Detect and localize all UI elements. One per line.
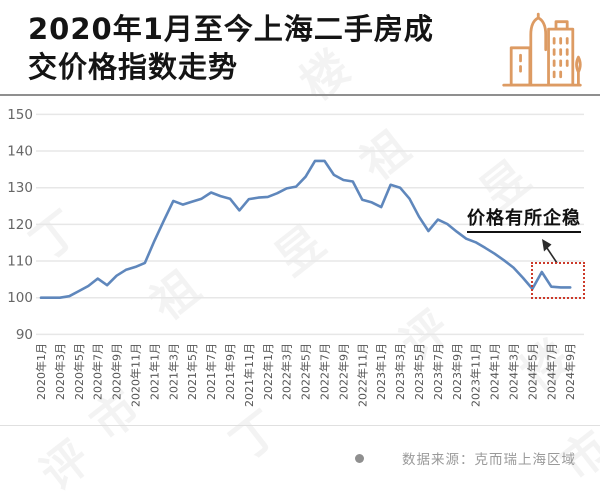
x-tick-label: 2022年3月 bbox=[280, 343, 294, 400]
x-tick-label: 2024年3月 bbox=[507, 343, 521, 400]
page-title-line1: 2020年1月至今上海二手房成 bbox=[28, 12, 434, 46]
x-tick-label: 2022年11月 bbox=[355, 343, 369, 407]
highlight-box bbox=[531, 262, 585, 299]
x-tick-label: 2020年1月 bbox=[34, 343, 48, 400]
x-tick-label: 2021年7月 bbox=[204, 343, 218, 400]
source-footer: 数据来源：克而瑞上海区域 bbox=[355, 448, 576, 468]
y-tick-label: 90 bbox=[16, 327, 33, 343]
y-tick-label: 150 bbox=[7, 107, 33, 123]
data-source-text: 数据来源：克而瑞上海区域 bbox=[402, 452, 576, 468]
price-index-chart: 90 100 110 120 130 140 150 2020年1月 2020年3月 2020年5… bbox=[7, 107, 584, 407]
x-tick-label: 2020年11月 bbox=[129, 343, 143, 407]
x-tick-label: 2024年9月 bbox=[563, 343, 577, 400]
x-tick-label: 2024年5月 bbox=[525, 343, 539, 400]
x-tick-label: 2021年3月 bbox=[166, 343, 180, 400]
x-tick-label: 2020年7月 bbox=[91, 343, 105, 400]
x-tick-label: 2020年3月 bbox=[53, 343, 67, 400]
x-tick-label: 2021年11月 bbox=[242, 343, 256, 407]
x-tick-label: 2021年9月 bbox=[223, 343, 237, 400]
y-tick-label: 120 bbox=[7, 217, 33, 233]
price-index-line bbox=[39, 159, 572, 299]
x-tick-label: 2021年5月 bbox=[185, 343, 199, 400]
buildings-icon bbox=[500, 12, 584, 92]
footer-divider bbox=[0, 425, 600, 426]
x-tick-label: 2023年5月 bbox=[412, 343, 426, 400]
y-tick-label: 110 bbox=[7, 254, 33, 270]
x-tick-label: 2023年11月 bbox=[469, 343, 483, 407]
x-tick-label: 2020年9月 bbox=[110, 343, 124, 400]
annotation-label: 价格有所企稳 bbox=[467, 204, 581, 233]
x-tick-label: 2020年5月 bbox=[72, 343, 86, 400]
page-title-line2: 交价格指数走势 bbox=[28, 50, 239, 84]
x-tick-label: 2021年1月 bbox=[147, 343, 161, 400]
x-tick-label: 2023年9月 bbox=[450, 343, 464, 400]
x-tick-label: 2023年1月 bbox=[374, 343, 388, 400]
y-tick-label: 100 bbox=[7, 290, 33, 306]
y-tick-label: 140 bbox=[7, 144, 33, 160]
page-header: 2020年1月至今上海二手房成 交价格指数走势 bbox=[28, 10, 434, 86]
bullet-dot-icon bbox=[355, 453, 364, 463]
x-tick-label: 2023年7月 bbox=[431, 343, 445, 400]
annotation-arrow-line bbox=[546, 247, 558, 264]
x-tick-label: 2022年7月 bbox=[318, 343, 332, 400]
x-tick-label: 2024年7月 bbox=[544, 343, 558, 400]
x-tick-label: 2023年3月 bbox=[393, 343, 407, 400]
y-tick-label: 130 bbox=[7, 180, 33, 196]
annotation-arrow-head-icon bbox=[542, 239, 552, 252]
x-tick-label: 2022年5月 bbox=[299, 343, 313, 400]
title-divider bbox=[0, 94, 600, 96]
x-tick-label: 2022年9月 bbox=[336, 343, 350, 400]
x-tick-label: 2022年1月 bbox=[261, 343, 275, 400]
x-tick-label: 2024年1月 bbox=[488, 343, 502, 400]
